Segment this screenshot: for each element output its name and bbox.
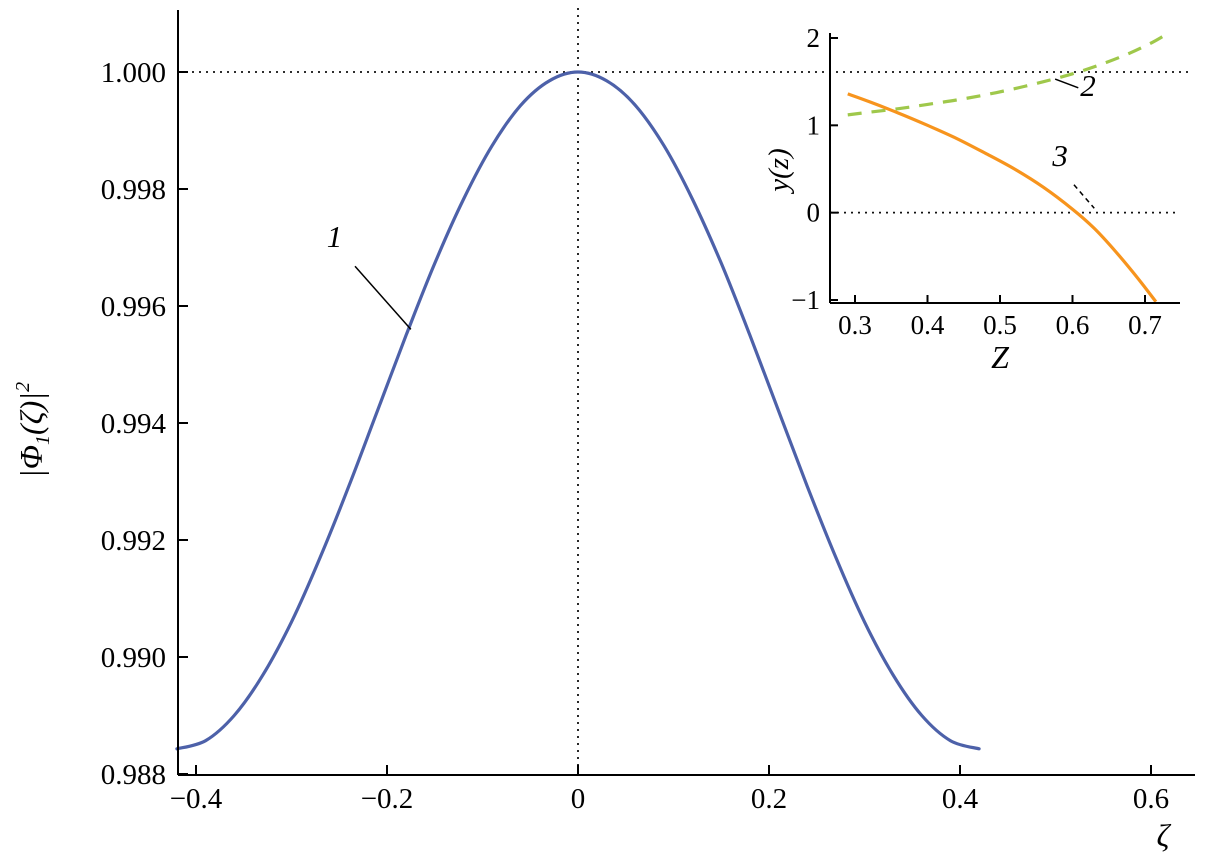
ylabel-sub: 1 — [32, 435, 54, 445]
inset-x-axis-label: Z — [991, 339, 1010, 375]
main-curve-1 — [175, 70, 981, 751]
main-y-tick-label: 0.992 — [101, 525, 166, 557]
main-x-tick-label: 0 — [571, 783, 586, 815]
inset-y-axis-label: y(z) — [763, 148, 795, 194]
curve-label-leader-3 — [1073, 184, 1095, 209]
main-y-tick-label: 0.990 — [101, 642, 166, 674]
ylabel-sup: 2 — [12, 382, 34, 392]
ylabel-mid: (ζ)| — [13, 392, 49, 435]
inset-x-tick-label: 0.5 — [983, 310, 1017, 340]
main-x-tick-label: −0.4 — [170, 783, 223, 815]
inset-y-tick-label: −1 — [791, 285, 820, 315]
main-plot: −0.4 −0.2 0 0.2 0.4 0.6 0.988 0.990 0.992 0.994 0.… — [12, 8, 1195, 853]
curve-label-leader-1 — [354, 265, 412, 330]
curve-label-2: 2 — [1080, 68, 1096, 103]
inset-x-tick-label: 0.6 — [1056, 310, 1090, 340]
inset-x-tick-label: 0.7 — [1128, 310, 1162, 340]
main-x-tick-label: −0.2 — [361, 783, 414, 815]
main-y-tick-label: 0.996 — [101, 291, 166, 323]
curve-label-leader-2 — [1054, 78, 1079, 89]
inset-y-tick-label: 1 — [807, 110, 821, 140]
main-x-tick-label: 0.4 — [942, 783, 979, 815]
main-y-tick-label: 0.994 — [101, 408, 167, 440]
curve-label-3: 3 — [1051, 138, 1068, 173]
curve-label-1: 1 — [327, 219, 343, 254]
main-x-tick-label: 0.6 — [1133, 783, 1169, 815]
main-y-tick-label: 0.988 — [101, 759, 166, 791]
main-y-tick-label: 0.998 — [101, 174, 166, 206]
main-x-axis-label: ζ — [1157, 817, 1172, 853]
main-x-tick-label: 0.2 — [751, 783, 787, 815]
inset-x-tick-label: 0.3 — [838, 310, 872, 340]
inset-y-tick-label: 2 — [807, 23, 821, 53]
inset-curves — [847, 34, 1164, 303]
inset-curve-2 — [847, 34, 1164, 117]
inset-x-tick-label: 0.4 — [911, 310, 945, 340]
main-y-tick-label: 1.000 — [101, 57, 166, 89]
inset-curve-3 — [847, 92, 1158, 303]
main-y-axis-label: |Φ1(ζ)|2 — [12, 382, 54, 478]
inset-y-tick-label: 0 — [807, 198, 821, 228]
ylabel-pre: |Φ — [13, 445, 49, 478]
